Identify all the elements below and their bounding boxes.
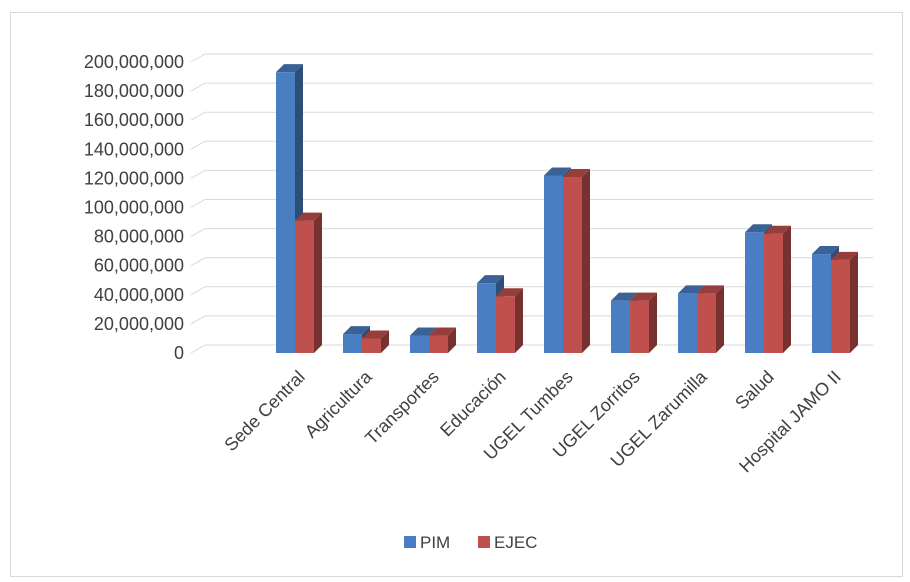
bar-ejec-front (563, 176, 582, 353)
gridline-depth (190, 257, 206, 267)
x-tick-label: Sede Central (220, 367, 308, 455)
legend-label-pim: PIM (420, 533, 450, 552)
y-tick-label: 180,000,000 (84, 81, 184, 101)
legend-swatch-ejec (478, 536, 490, 548)
y-tick-label: 0 (174, 343, 184, 363)
bar-pim-top (276, 64, 303, 73)
bar-ejec-top (630, 292, 657, 301)
y-tick-label: 100,000,000 (84, 198, 184, 218)
bar-ejec-top (295, 212, 322, 221)
bar-pim-top (410, 327, 437, 336)
bar-pim-top (544, 167, 571, 176)
bar-ejec-top (563, 168, 590, 177)
bar-pim-front (343, 334, 362, 353)
bar-pim-top (477, 275, 504, 284)
bar-ejec-front (295, 220, 314, 353)
gridline-depth (190, 199, 206, 208)
bar-pim-front (745, 232, 764, 353)
bar-ejec-side (716, 285, 724, 353)
bar-pim-front (544, 175, 563, 353)
bar-ejec-top (362, 330, 389, 339)
gridline-depth (190, 169, 206, 179)
bar-ejec-side (448, 327, 456, 353)
bar-ejec-side (850, 251, 858, 353)
x-axis-tick-labels: Sede CentralAgriculturaTransportesEducac… (220, 366, 844, 476)
y-tick-label: 80,000,000 (94, 227, 184, 247)
bar-pim-front (678, 293, 697, 353)
gridline-depth (190, 53, 206, 63)
y-tick-label: 40,000,000 (94, 285, 184, 305)
bar-ejec-side (381, 330, 389, 353)
bar-pim-front (477, 283, 496, 353)
bar-pim-top (678, 285, 705, 294)
bar-ejec-side (783, 225, 791, 353)
bar-pim-front (410, 335, 429, 353)
bar-ejec-top (697, 285, 724, 294)
bar-ejec-side (582, 168, 590, 353)
bar-ejec-top (496, 288, 523, 297)
y-tick-label: 60,000,000 (94, 256, 184, 276)
bar-ejec-side (649, 292, 657, 353)
bar-ejec-front (362, 338, 381, 353)
y-tick-label: 160,000,000 (84, 110, 184, 130)
bar-ejec-side (314, 212, 322, 353)
bar-pim-front (276, 72, 295, 353)
gridline-depth (190, 286, 206, 296)
bar-ejec-front (697, 293, 716, 353)
x-tick-label: Salud (731, 367, 778, 414)
bar-pim-front (812, 254, 831, 353)
bar-pim-front (611, 300, 630, 353)
y-tick-label: 120,000,000 (84, 168, 184, 188)
legend-label-ejec: EJEC (494, 533, 537, 552)
bar-pim-top (343, 326, 370, 335)
gridline-depth (190, 82, 206, 92)
gridline-depth (190, 315, 206, 325)
y-tick-label: 20,000,000 (94, 314, 184, 334)
bar-pim-top (812, 246, 839, 255)
bar-ejec-front (496, 296, 515, 353)
bar-ejec-side (515, 288, 523, 353)
y-axis-tick-labels: 0 20,000,000 40,000,000 60,000,000 80,000,00… (84, 52, 184, 363)
gridline-depth (190, 228, 206, 238)
bar-ejec-front (429, 335, 448, 353)
bar-ejec-front (764, 233, 783, 353)
bar-pim-top (611, 292, 638, 301)
bar-ejec-top (831, 251, 858, 260)
y-tick-label: 140,000,000 (84, 139, 184, 159)
bar-ejec-front (831, 259, 850, 353)
gridline-depth (190, 111, 206, 121)
gridline-depth (190, 344, 206, 354)
bars (276, 64, 858, 353)
bar-pim-top (745, 224, 772, 233)
y-tick-label: 200,000,000 (84, 52, 184, 72)
legend: PIM EJEC (404, 533, 537, 552)
bar-ejec-top (429, 327, 456, 336)
bar-ejec-top (764, 225, 791, 234)
gridline-depth (190, 140, 206, 150)
legend-swatch-pim (404, 536, 416, 548)
bar-ejec-front (630, 300, 649, 353)
